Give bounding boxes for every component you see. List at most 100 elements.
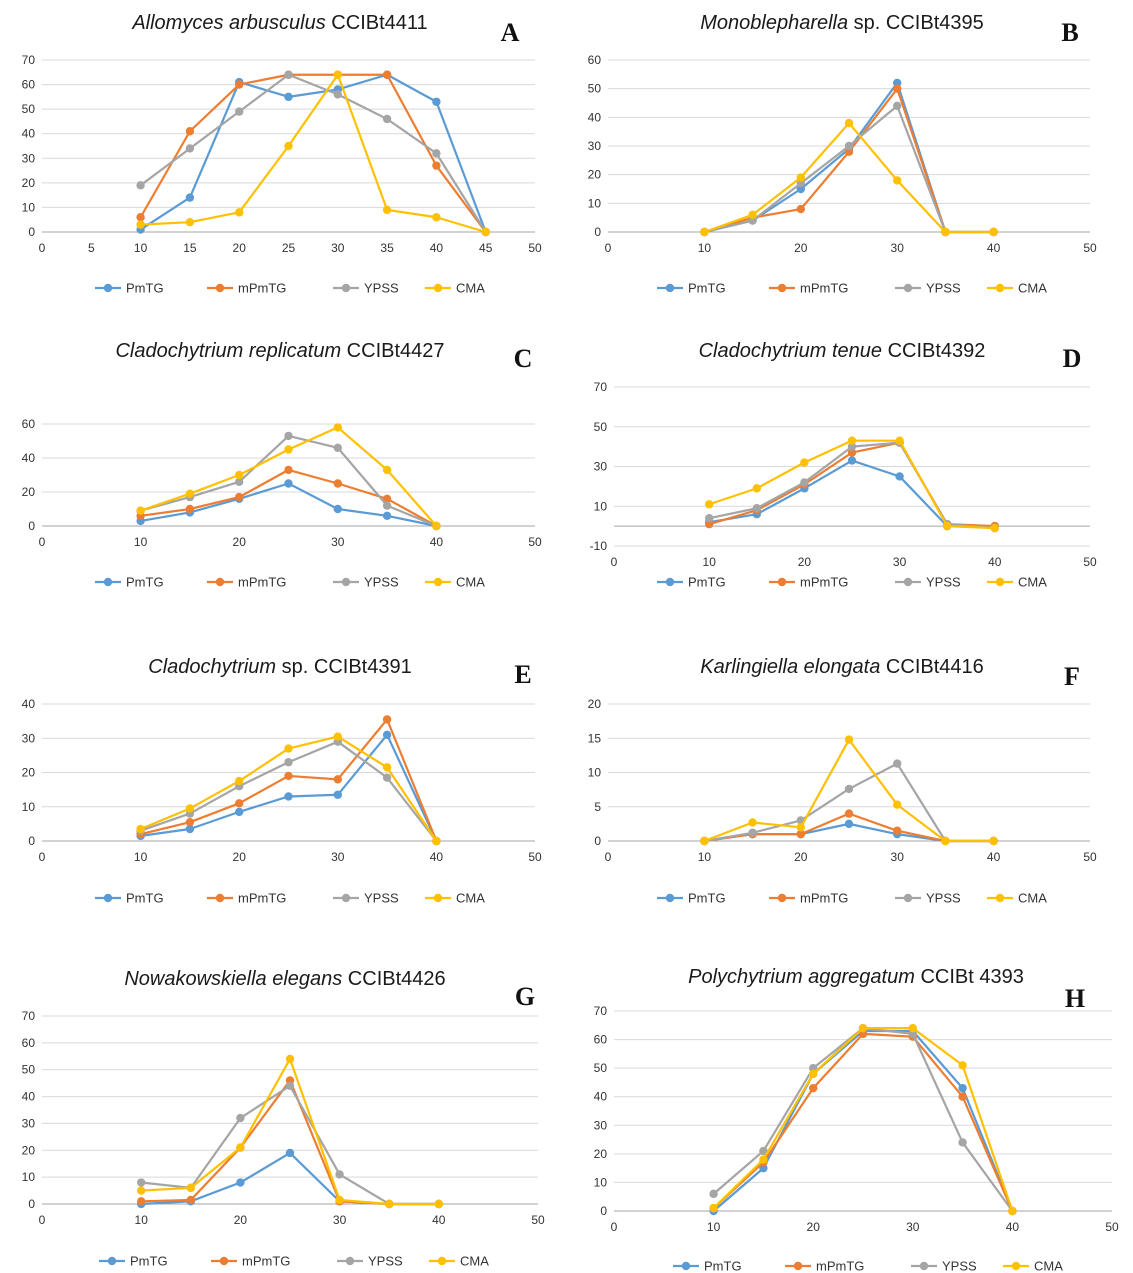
data-point-mpmtg xyxy=(333,775,342,784)
legend-marker-pmtg xyxy=(665,577,675,587)
series-line-ypss xyxy=(140,740,438,842)
y-tick-label: 20 xyxy=(594,1147,608,1161)
data-point-pmtg xyxy=(844,819,854,829)
data-point-pmtg xyxy=(235,807,244,817)
y-tick-label: 60 xyxy=(22,417,36,431)
data-point-cma xyxy=(700,836,709,846)
x-tick-label: 50 xyxy=(1083,850,1097,864)
y-tick-label: 0 xyxy=(594,225,601,239)
chart-title: Allomyces arbusculus CCIBt4411 xyxy=(131,12,427,34)
chart-title-strain: CCIBt4426 xyxy=(342,968,445,990)
y-tick-label: 40 xyxy=(22,697,36,711)
series-line-mpmtg xyxy=(141,1079,439,1206)
x-tick-label: 0 xyxy=(611,1220,618,1234)
y-tick-label: 10 xyxy=(22,200,36,214)
y-tick-label: 40 xyxy=(22,127,36,141)
x-tick-label: 30 xyxy=(891,850,905,864)
x-tick-label: 20 xyxy=(794,850,808,864)
data-point-mpmtg xyxy=(185,817,195,827)
chart-title-strain: CCIBt4411 xyxy=(326,12,428,34)
legend-label-mpmtg: mPmTG xyxy=(800,891,848,906)
data-point-pmtg xyxy=(847,456,857,465)
data-point-cma xyxy=(893,800,902,809)
legend-label-pmtg: PmTG xyxy=(126,281,164,296)
chart-title-strain: CCIBt4392 xyxy=(882,340,985,362)
chart-title-strain: CCIBt4416 xyxy=(880,656,983,678)
panel-letter: G xyxy=(515,982,535,1011)
data-point-mpmtg xyxy=(235,80,244,89)
y-tick-label: 0 xyxy=(28,834,35,848)
y-tick-label: 0 xyxy=(600,1204,607,1218)
legend-label-pmtg: PmTG xyxy=(130,1254,168,1269)
data-point-cma xyxy=(382,205,392,215)
data-point-ypss xyxy=(137,1178,146,1187)
legend-label-pmtg: PmTG xyxy=(688,891,726,906)
data-point-cma xyxy=(235,470,244,480)
data-point-cma xyxy=(333,423,342,432)
data-point-cma xyxy=(382,465,392,475)
x-tick-label: 50 xyxy=(528,850,542,864)
y-tick-label: 5 xyxy=(594,800,601,814)
chart-title-italic: Karlingiella elongata xyxy=(700,656,880,678)
series-line-cma xyxy=(140,426,438,527)
data-point-mpmtg xyxy=(705,519,714,529)
data-point-cma xyxy=(432,213,441,222)
data-point-ypss xyxy=(382,114,392,124)
data-point-ypss xyxy=(958,1138,967,1147)
data-point-ypss xyxy=(893,759,902,768)
y-tick-label: 60 xyxy=(22,78,36,92)
chart-title-strain: CCIBt4427 xyxy=(341,340,444,362)
data-point-cma xyxy=(958,1061,967,1070)
legend-marker-ypss xyxy=(903,577,913,587)
legend-marker-ypss xyxy=(341,893,351,903)
x-tick-label: 20 xyxy=(233,850,247,864)
data-point-cma xyxy=(481,227,490,237)
legend-label-pmtg: PmTG xyxy=(688,575,726,590)
x-tick-label: 0 xyxy=(39,535,46,549)
y-tick-label: -10 xyxy=(590,539,608,553)
data-point-cma xyxy=(136,220,145,229)
data-point-ypss xyxy=(235,477,244,486)
data-point-ypss xyxy=(893,101,902,111)
series-line-ypss xyxy=(139,73,487,233)
chart-title: Karlingiella elongata CCIBt4416 xyxy=(700,656,984,678)
chart-title-strain: sp. CCIBt4395 xyxy=(848,12,984,34)
data-point-mpmtg xyxy=(382,494,392,503)
x-tick-label: 20 xyxy=(807,1220,821,1234)
data-point-cma xyxy=(432,521,441,531)
chart-panel-b: Monoblepharella sp. CCIBt4395 B 0 10 20 30 40 5… xyxy=(588,12,1097,296)
legend-label-mpmtg: mPmTG xyxy=(800,575,848,590)
data-point-cma xyxy=(285,1054,295,1064)
legend-label-cma: CMA xyxy=(456,891,485,906)
data-point-mpmtg xyxy=(284,465,293,475)
data-point-cma xyxy=(284,141,293,151)
x-tick-label: 30 xyxy=(333,1213,347,1227)
x-tick-label: 10 xyxy=(698,850,712,864)
chart-title: Polychytrium aggregatum CCIBt 4393 xyxy=(688,966,1024,988)
x-tick-label: 10 xyxy=(134,535,148,549)
legend-marker-mpmtg xyxy=(777,283,787,293)
data-point-cma xyxy=(759,1155,768,1164)
legend-marker-mpmtg xyxy=(215,283,225,293)
legend-label-cma: CMA xyxy=(1018,281,1047,296)
y-tick-label: 20 xyxy=(22,1143,36,1157)
series-line-ypss xyxy=(712,1027,1014,1212)
x-tick-label: 0 xyxy=(605,850,612,864)
legend-marker-cma xyxy=(995,283,1005,293)
legend-marker-cma xyxy=(995,577,1005,587)
legend-marker-cma xyxy=(1011,1261,1021,1271)
data-point-cma xyxy=(941,227,950,237)
x-tick-label: 20 xyxy=(794,241,808,255)
data-point-ypss xyxy=(285,1081,295,1091)
data-point-mpmtg xyxy=(186,1195,195,1205)
y-tick-label: 20 xyxy=(22,485,36,499)
data-point-cma xyxy=(989,227,998,237)
data-point-mpmtg xyxy=(796,204,805,214)
legend-label-ypss: YPSS xyxy=(364,575,399,590)
y-tick-label: 0 xyxy=(594,834,601,848)
legend-marker-ypss xyxy=(919,1261,929,1271)
x-tick-label: 0 xyxy=(611,555,618,569)
legend-label-pmtg: PmTG xyxy=(688,281,726,296)
legend-label-mpmtg: mPmTG xyxy=(242,1254,290,1269)
data-point-pmtg xyxy=(382,511,392,520)
